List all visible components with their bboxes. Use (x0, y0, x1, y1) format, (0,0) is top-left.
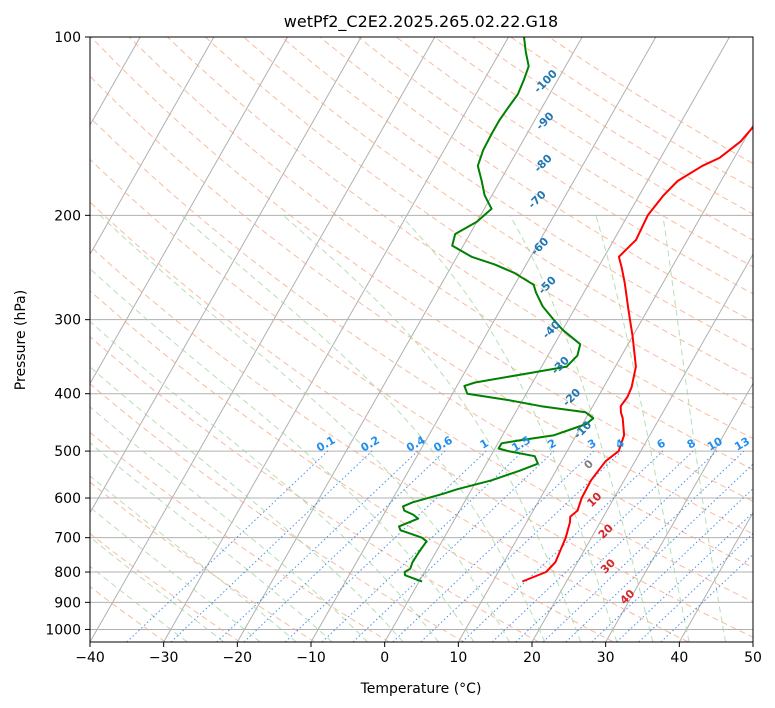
mixing-ratio-line (126, 450, 329, 642)
isotherm (457, 124, 753, 642)
dewpoint-profile (398, 37, 595, 583)
moist-adiabat (90, 268, 475, 642)
mixing-ratio-line (491, 450, 694, 642)
x-tick-label: −20 (223, 650, 253, 666)
moist-adiabat (90, 475, 297, 642)
dry-adiabat (90, 245, 689, 642)
mixing-ratio-line (352, 450, 555, 642)
y-tick-label: 600 (54, 491, 81, 507)
x-axis-label: Temperature (°C) (360, 681, 482, 697)
moist-adiabat (181, 214, 546, 642)
dry-adiabat (90, 75, 753, 535)
y-tick-label: 300 (54, 313, 81, 329)
dry-adiabat (281, 37, 753, 351)
dry-adiabat (90, 37, 753, 502)
y-tick-label: 900 (54, 595, 81, 611)
moist-adiabat (282, 214, 582, 642)
moist-adiabat (400, 214, 618, 642)
isotherm (90, 37, 215, 256)
dry-adiabat (90, 116, 753, 569)
x-tick-label: −30 (149, 650, 179, 666)
y-tick-label: 500 (54, 444, 81, 460)
mixing-ratio-line (461, 450, 664, 642)
y-tick-label: 700 (54, 531, 81, 547)
mixing-ratio-line (170, 450, 373, 642)
x-tick-label: 30 (597, 650, 615, 666)
moist-adiabat (90, 366, 404, 642)
isotherm (90, 37, 288, 385)
dry-adiabat (90, 336, 540, 642)
isotherm (163, 37, 509, 642)
dry-adiabat (90, 586, 166, 642)
mixing-ratio-line (591, 488, 753, 642)
mixing-ratio-line (616, 511, 753, 642)
plot-frame (89, 36, 754, 643)
mixing-ratio-line (660, 553, 753, 642)
moist-adiabat (99, 214, 510, 642)
isotherm (384, 37, 730, 642)
x-tick-label: −40 (75, 650, 105, 666)
x-tick-label: −10 (296, 650, 326, 666)
y-tick-label: 100 (54, 30, 81, 46)
background-lines (90, 37, 753, 642)
moist-adiabat (90, 406, 369, 642)
y-tick-label: 1000 (45, 622, 81, 638)
moist-adiabat (90, 320, 439, 642)
mixing-ratio-line (638, 532, 753, 642)
mixing-ratio-line (420, 450, 623, 642)
x-tick-label: 0 (380, 650, 389, 666)
mixing-ratio-line (284, 450, 487, 642)
moist-adiabat (90, 536, 225, 642)
x-tick-label: 20 (523, 650, 541, 666)
mixing-ratio-line (565, 463, 753, 642)
y-tick-label: 400 (54, 387, 81, 403)
x-tick-label: 40 (670, 650, 688, 666)
mixing-ratio-line (515, 450, 718, 642)
axes: −40 −30 −20 −10 0 10 20 30 40 50 100 200 300 400 500 60… (45, 30, 762, 666)
moist-adiabat (662, 215, 727, 642)
chart-title: wetPf2_C2E2.2025.265.02.22.G18 (284, 12, 558, 32)
y-axis-label: Pressure (hPa) (13, 290, 29, 390)
isotherm (531, 253, 753, 642)
moist-adiabat (90, 565, 188, 642)
isotherm (90, 37, 362, 514)
temperature-profile (521, 125, 753, 583)
isotherm (236, 37, 583, 642)
isotherm (678, 511, 753, 642)
mixing-ratio-line (243, 450, 446, 642)
x-tick-label: 10 (449, 650, 467, 666)
moist-adiabat (90, 506, 261, 642)
dry-adiabat (90, 201, 753, 638)
moist-adiabat (595, 215, 690, 642)
profile-series (398, 37, 753, 583)
x-tick-label: 50 (744, 650, 762, 666)
y-tick-label: 800 (54, 565, 81, 581)
isotherm (90, 37, 436, 642)
dry-adiabat (90, 383, 465, 642)
isotherm (310, 37, 657, 642)
moist-adiabat (509, 215, 654, 642)
mixing-ratio-line (216, 450, 418, 642)
mixing-ratio-line (392, 450, 595, 642)
y-tick-label: 200 (54, 208, 81, 224)
mixing-ratio-line (321, 450, 524, 642)
dry-adiabat (243, 37, 753, 380)
isotherm (605, 382, 753, 642)
dry-adiabat (90, 532, 241, 642)
mixing-ratio-line (542, 450, 745, 642)
dry-adiabat (128, 37, 753, 471)
